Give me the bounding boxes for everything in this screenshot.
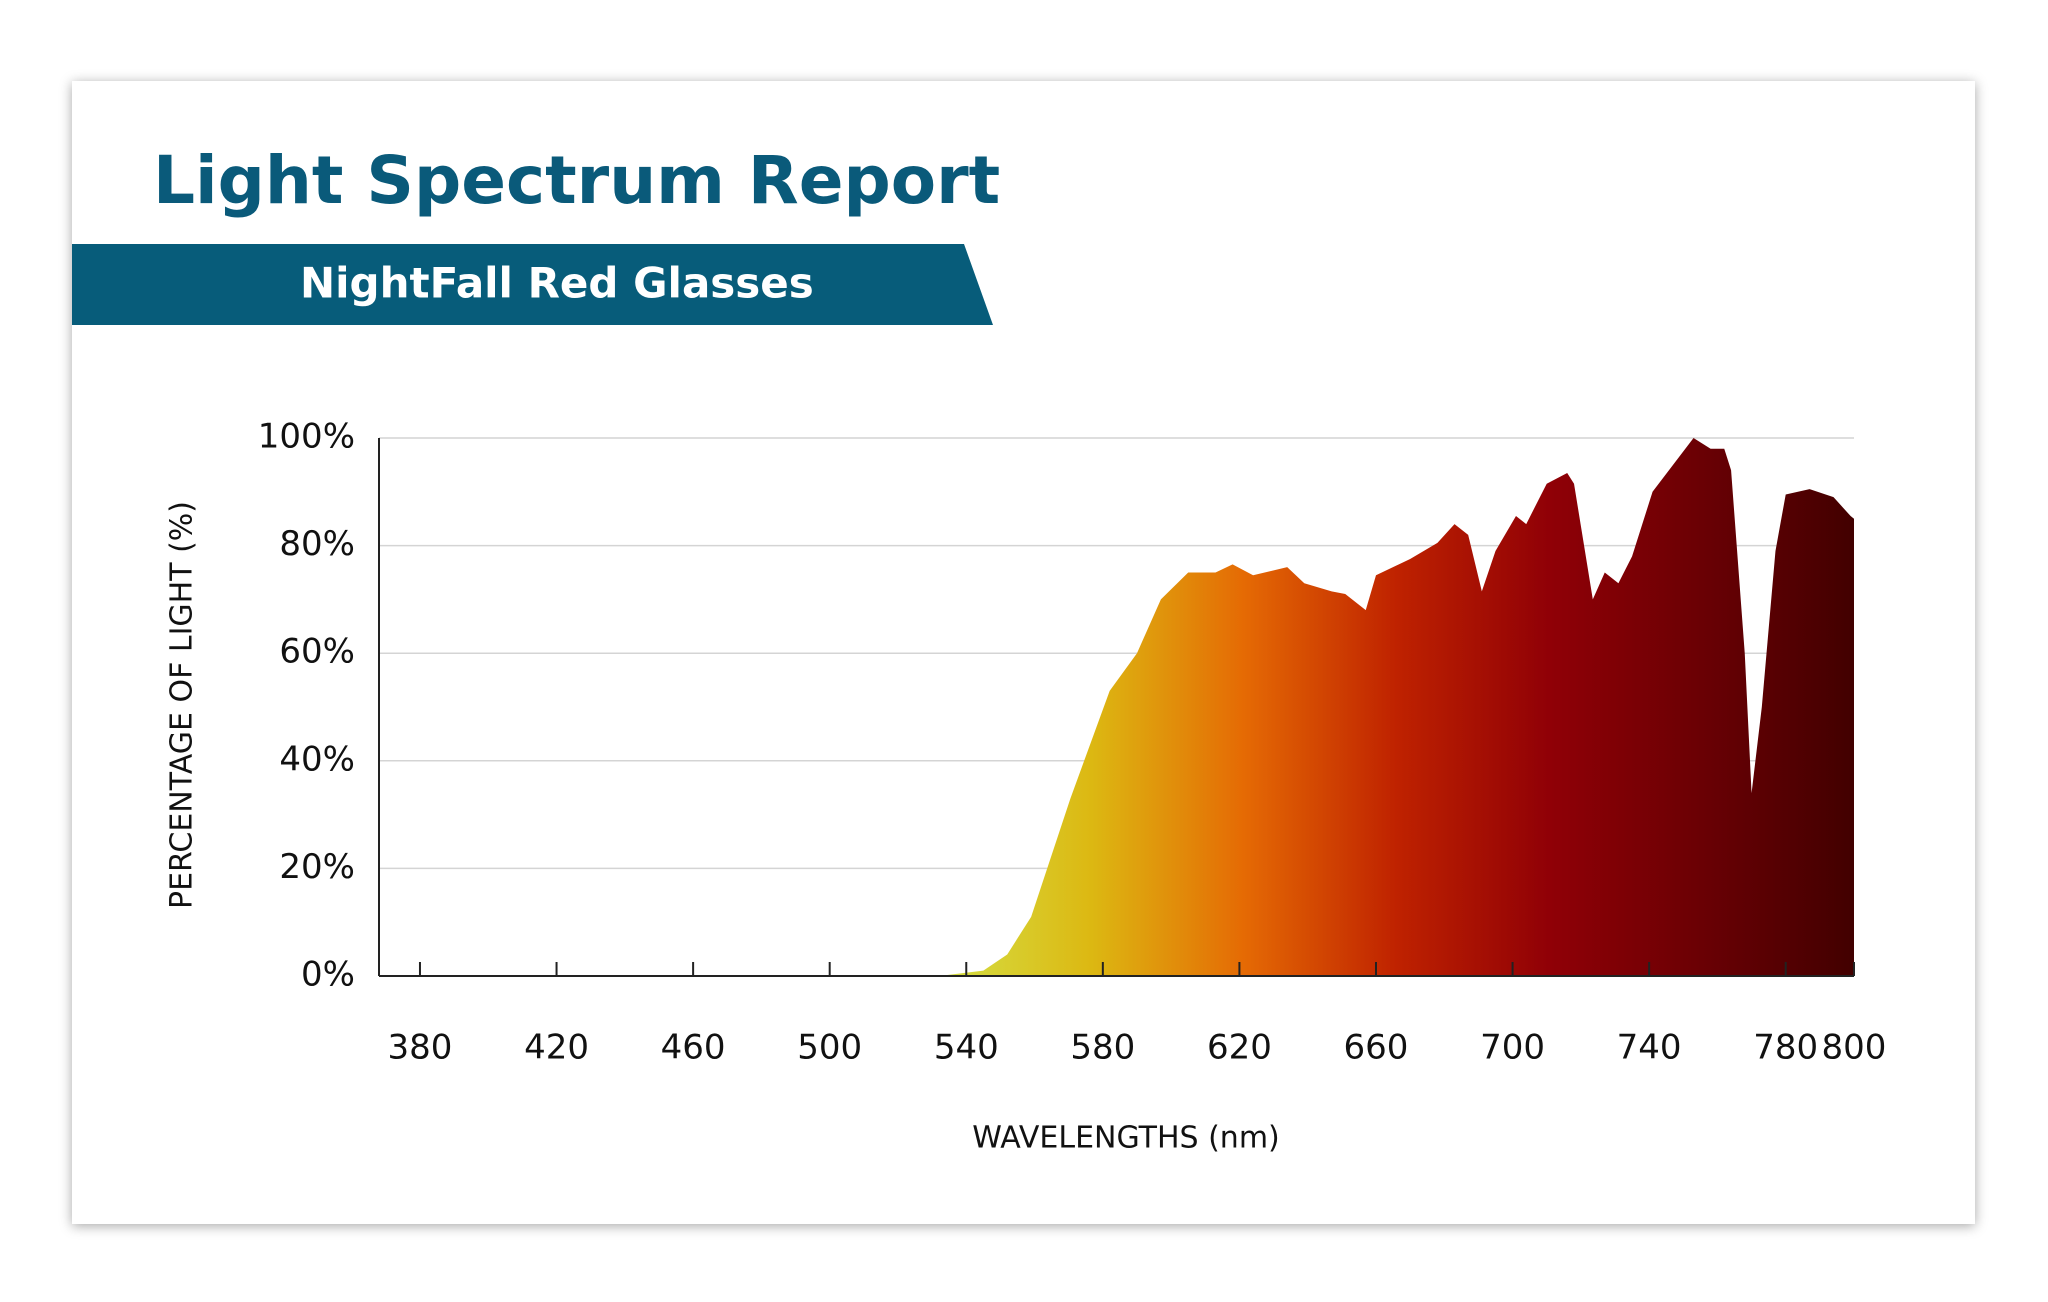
x-tick-label: 460 bbox=[661, 1028, 726, 1068]
y-tick-label: 40% bbox=[279, 739, 355, 779]
y-tick-label: 0% bbox=[301, 955, 355, 995]
y-tick-label: 60% bbox=[279, 632, 355, 672]
x-tick-label: 660 bbox=[1344, 1028, 1409, 1068]
subtitle-banner bbox=[72, 244, 993, 325]
x-tick-label: 540 bbox=[934, 1028, 999, 1068]
x-tick-label: 700 bbox=[1480, 1028, 1545, 1068]
x-tick-label: 420 bbox=[524, 1028, 589, 1068]
x-axis-title: WAVELENGTHS (nm) bbox=[972, 1121, 1280, 1156]
x-tick-label: 380 bbox=[388, 1028, 453, 1068]
y-axis-title: PERCENTAGE OF LIGHT (%) bbox=[165, 501, 200, 909]
chart-title: Light Spectrum Report bbox=[153, 142, 1000, 219]
x-tick-label: 800 bbox=[1822, 1028, 1887, 1068]
y-tick-label: 100% bbox=[258, 417, 355, 457]
y-tick-label: 20% bbox=[279, 847, 355, 887]
area bbox=[938, 438, 1854, 976]
x-tick-label: 620 bbox=[1207, 1028, 1272, 1068]
x-tick-label: 500 bbox=[797, 1028, 862, 1068]
x-tick-label: 580 bbox=[1070, 1028, 1135, 1068]
x-tick-label: 740 bbox=[1617, 1028, 1682, 1068]
x-tick-label: 780 bbox=[1753, 1028, 1818, 1068]
subtitle: NightFall Red Glasses bbox=[300, 259, 814, 308]
y-tick-label: 80% bbox=[279, 524, 355, 564]
